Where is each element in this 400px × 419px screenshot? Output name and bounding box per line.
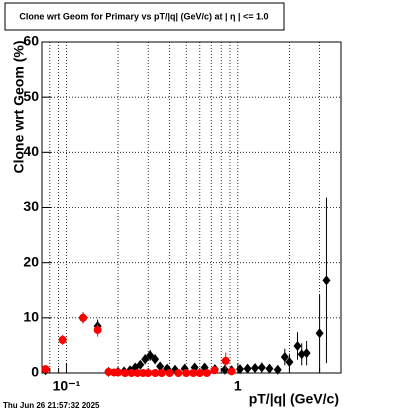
x-axis-title: pT/|q| (GeV/c): [249, 391, 339, 407]
title-box: [4, 2, 285, 31]
x-tick-label: 10⁻¹: [53, 378, 81, 394]
y-axis-title: Clone wrt Geom (%): [11, 40, 27, 173]
marker: [315, 328, 324, 339]
marker: [251, 363, 260, 374]
marker: [114, 368, 123, 377]
marker: [144, 369, 153, 377]
y-tick-label: 40: [23, 143, 39, 159]
y-tick-label: 20: [23, 253, 39, 269]
y-tick-label: 0: [31, 364, 39, 380]
marker: [280, 352, 289, 363]
marker: [221, 356, 230, 365]
marker: [265, 363, 274, 374]
marker: [182, 369, 191, 377]
marker: [157, 369, 166, 377]
marker: [156, 361, 165, 372]
marker: [189, 369, 198, 377]
marker: [293, 340, 302, 351]
marker: [58, 335, 67, 344]
marker: [257, 362, 266, 373]
marker: [302, 348, 311, 359]
marker: [273, 364, 282, 375]
marker: [79, 313, 88, 322]
marker: [322, 275, 331, 286]
y-tick-label: 10: [23, 309, 39, 325]
marker: [243, 363, 252, 374]
x-tick-label: 1: [234, 378, 242, 394]
y-tick-label: 60: [23, 33, 39, 49]
marker: [220, 364, 229, 375]
y-tick-label: 50: [23, 88, 39, 104]
marker: [174, 369, 183, 377]
marker: [141, 354, 150, 365]
marker: [227, 367, 236, 376]
marker: [127, 369, 136, 377]
marker: [195, 369, 204, 377]
chart-title: Clone wrt Geom for Primary vs pT/|q| (Ge…: [19, 11, 268, 21]
marker: [133, 369, 142, 377]
marker: [151, 354, 160, 365]
marker: [93, 325, 102, 334]
marker: [210, 366, 219, 375]
marker: [121, 369, 130, 377]
y-tick-label: 30: [23, 198, 39, 214]
marker: [165, 369, 174, 377]
marker: [136, 359, 145, 370]
footer: Thu Jun 26 21:57:32 2025: [3, 401, 100, 410]
marker: [236, 364, 245, 375]
marker: [151, 369, 160, 377]
marker: [41, 365, 50, 374]
marker: [285, 356, 294, 367]
marker: [202, 369, 211, 377]
